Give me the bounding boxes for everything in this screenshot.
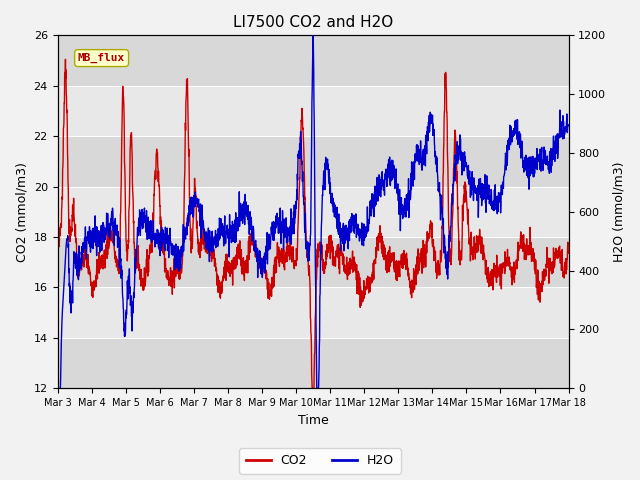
Bar (58, 86, 568, 136)
Y-axis label: CO2 (mmol/m3): CO2 (mmol/m3) (15, 162, 28, 262)
Title: LI7500 CO2 and H2O: LI7500 CO2 and H2O (233, 15, 393, 30)
Text: MB_flux: MB_flux (78, 53, 125, 63)
Bar (58, 288, 568, 338)
Legend: CO2, H2O: CO2, H2O (239, 448, 401, 474)
Bar (58, 187, 568, 237)
X-axis label: Time: Time (298, 414, 328, 427)
Y-axis label: H2O (mmol/m3): H2O (mmol/m3) (612, 162, 625, 262)
